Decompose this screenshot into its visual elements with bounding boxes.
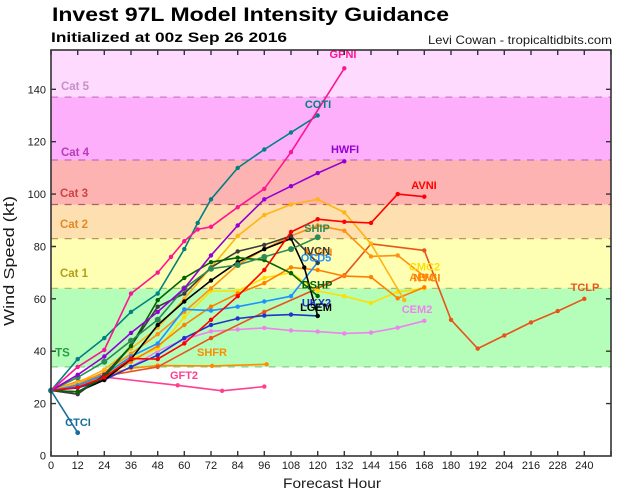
svg-text:CEM2: CEM2 (402, 304, 433, 316)
svg-text:48: 48 (152, 460, 164, 472)
svg-text:CMC2: CMC2 (409, 262, 440, 274)
svg-text:Cat 3: Cat 3 (60, 188, 88, 200)
svg-text:Wind Speed (kt): Wind Speed (kt) (2, 196, 18, 326)
svg-text:HWFI: HWFI (331, 144, 359, 156)
svg-text:Cat 5: Cat 5 (61, 81, 90, 93)
svg-text:Forecast Hour: Forecast Hour (283, 475, 381, 491)
svg-text:SHIP: SHIP (304, 223, 330, 235)
svg-text:OCD5: OCD5 (301, 253, 332, 265)
svg-text:40: 40 (34, 346, 46, 358)
svg-text:Cat 1: Cat 1 (60, 268, 89, 280)
svg-text:NVGI: NVGI (414, 273, 441, 285)
svg-text:156: 156 (389, 460, 407, 472)
svg-text:24: 24 (98, 460, 110, 472)
svg-text:SHFR: SHFR (197, 347, 227, 359)
svg-text:Invest 97L Model Intensity Gui: Invest 97L Model Intensity Guidance (52, 5, 449, 26)
svg-text:100: 100 (28, 189, 46, 201)
svg-text:12: 12 (72, 460, 84, 472)
svg-text:GPNI: GPNI (330, 49, 357, 61)
svg-text:TS: TS (55, 348, 70, 360)
svg-text:192: 192 (469, 460, 487, 472)
svg-text:240: 240 (575, 460, 593, 472)
svg-text:IVCN: IVCN (304, 246, 330, 258)
svg-text:Cat 4: Cat 4 (61, 147, 90, 159)
svg-text:96: 96 (258, 460, 270, 472)
svg-text:120: 120 (28, 137, 46, 149)
svg-text:72: 72 (205, 460, 217, 472)
svg-text:216: 216 (522, 460, 540, 472)
svg-text:228: 228 (549, 460, 567, 472)
svg-text:COTI: COTI (305, 99, 331, 111)
svg-text:60: 60 (178, 460, 190, 472)
svg-text:140: 140 (28, 84, 46, 96)
svg-text:AVNI: AVNI (411, 180, 436, 192)
svg-text:Levi Cowan - tropicaltidbits.c: Levi Cowan - tropicaltidbits.com (428, 33, 612, 47)
svg-text:20: 20 (34, 399, 46, 411)
svg-text:144: 144 (362, 460, 380, 472)
svg-text:36: 36 (125, 460, 137, 472)
svg-text:132: 132 (335, 460, 353, 472)
svg-text:108: 108 (282, 460, 300, 472)
svg-text:TCLP: TCLP (571, 282, 600, 294)
svg-text:168: 168 (415, 460, 433, 472)
svg-text:84: 84 (232, 460, 244, 472)
svg-text:0: 0 (48, 460, 54, 472)
svg-text:180: 180 (442, 460, 460, 472)
svg-text:0: 0 (40, 450, 46, 462)
svg-text:80: 80 (34, 242, 46, 254)
svg-text:CTCI: CTCI (65, 417, 91, 429)
svg-text:60: 60 (34, 294, 46, 306)
svg-text:Cat 2: Cat 2 (60, 219, 88, 231)
svg-text:204: 204 (495, 460, 513, 472)
svg-text:LGEM: LGEM (300, 302, 332, 314)
svg-text:DSHP: DSHP (302, 280, 333, 292)
svg-text:120: 120 (309, 460, 327, 472)
svg-text:AEMI: AEMI (409, 272, 437, 284)
svg-text:UKX2: UKX2 (302, 298, 331, 310)
svg-text:GFT2: GFT2 (170, 370, 198, 382)
svg-text:Initialized at 00z Sep 26 2016: Initialized at 00z Sep 26 2016 (51, 30, 288, 45)
svg-text:NVGI: NVGI (306, 247, 333, 259)
